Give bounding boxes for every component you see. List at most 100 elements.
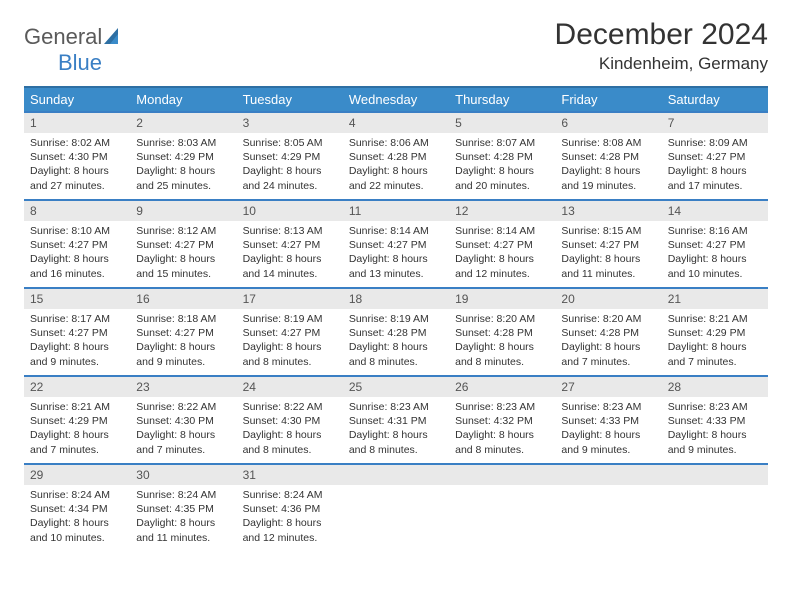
day-number: 7 <box>662 111 768 133</box>
calendar-cell: 20Sunrise: 8:20 AMSunset: 4:28 PMDayligh… <box>555 287 661 375</box>
daylight-line-1: Daylight: 8 hours <box>668 164 762 178</box>
sunset-line: Sunset: 4:30 PM <box>30 150 124 164</box>
calendar-cell: 9Sunrise: 8:12 AMSunset: 4:27 PMDaylight… <box>130 199 236 287</box>
daylight-line-1: Daylight: 8 hours <box>30 252 124 266</box>
daylight-line-2: and 20 minutes. <box>455 179 549 193</box>
calendar-cell: 13Sunrise: 8:15 AMSunset: 4:27 PMDayligh… <box>555 199 661 287</box>
sunrise-line: Sunrise: 8:18 AM <box>136 312 230 326</box>
day-number <box>343 463 449 485</box>
daylight-line-2: and 24 minutes. <box>243 179 337 193</box>
day-number: 31 <box>237 463 343 485</box>
calendar-row: 22Sunrise: 8:21 AMSunset: 4:29 PMDayligh… <box>24 375 768 463</box>
daylight-line-1: Daylight: 8 hours <box>668 252 762 266</box>
day-number: 27 <box>555 375 661 397</box>
calendar-cell: 3Sunrise: 8:05 AMSunset: 4:29 PMDaylight… <box>237 111 343 199</box>
day-header: Wednesday <box>343 87 449 111</box>
sunrise-line: Sunrise: 8:16 AM <box>668 224 762 238</box>
location: Kindenheim, Germany <box>555 54 768 74</box>
day-body <box>662 485 768 494</box>
sunrise-line: Sunrise: 8:19 AM <box>243 312 337 326</box>
day-number <box>555 463 661 485</box>
calendar-cell: 14Sunrise: 8:16 AMSunset: 4:27 PMDayligh… <box>662 199 768 287</box>
sunset-line: Sunset: 4:34 PM <box>30 502 124 516</box>
calendar-cell: 11Sunrise: 8:14 AMSunset: 4:27 PMDayligh… <box>343 199 449 287</box>
day-header: Monday <box>130 87 236 111</box>
day-body: Sunrise: 8:07 AMSunset: 4:28 PMDaylight:… <box>449 133 555 199</box>
sunrise-line: Sunrise: 8:12 AM <box>136 224 230 238</box>
daylight-line-2: and 25 minutes. <box>136 179 230 193</box>
sunrise-line: Sunrise: 8:23 AM <box>668 400 762 414</box>
calendar-cell: 10Sunrise: 8:13 AMSunset: 4:27 PMDayligh… <box>237 199 343 287</box>
calendar-cell: 2Sunrise: 8:03 AMSunset: 4:29 PMDaylight… <box>130 111 236 199</box>
logo-text: General Blue <box>24 24 124 76</box>
day-body <box>449 485 555 494</box>
daylight-line-1: Daylight: 8 hours <box>349 164 443 178</box>
day-body: Sunrise: 8:24 AMSunset: 4:34 PMDaylight:… <box>24 485 130 551</box>
daylight-line-1: Daylight: 8 hours <box>30 516 124 530</box>
daylight-line-2: and 8 minutes. <box>455 443 549 457</box>
daylight-line-2: and 8 minutes. <box>243 355 337 369</box>
sunset-line: Sunset: 4:28 PM <box>455 326 549 340</box>
sunrise-line: Sunrise: 8:19 AM <box>349 312 443 326</box>
daylight-line-2: and 9 minutes. <box>30 355 124 369</box>
day-body: Sunrise: 8:24 AMSunset: 4:36 PMDaylight:… <box>237 485 343 551</box>
daylight-line-1: Daylight: 8 hours <box>349 428 443 442</box>
sunset-line: Sunset: 4:27 PM <box>30 326 124 340</box>
daylight-line-1: Daylight: 8 hours <box>349 252 443 266</box>
daylight-line-2: and 8 minutes. <box>455 355 549 369</box>
sunrise-line: Sunrise: 8:22 AM <box>136 400 230 414</box>
day-header: Sunday <box>24 87 130 111</box>
calendar-cell: 19Sunrise: 8:20 AMSunset: 4:28 PMDayligh… <box>449 287 555 375</box>
day-body: Sunrise: 8:17 AMSunset: 4:27 PMDaylight:… <box>24 309 130 375</box>
day-number: 6 <box>555 111 661 133</box>
day-number: 8 <box>24 199 130 221</box>
day-body: Sunrise: 8:03 AMSunset: 4:29 PMDaylight:… <box>130 133 236 199</box>
calendar-cell: 25Sunrise: 8:23 AMSunset: 4:31 PMDayligh… <box>343 375 449 463</box>
calendar-body: 1Sunrise: 8:02 AMSunset: 4:30 PMDaylight… <box>24 111 768 551</box>
sunset-line: Sunset: 4:29 PM <box>136 150 230 164</box>
day-number: 11 <box>343 199 449 221</box>
day-number: 21 <box>662 287 768 309</box>
daylight-line-1: Daylight: 8 hours <box>30 340 124 354</box>
day-header: Saturday <box>662 87 768 111</box>
calendar-cell: 23Sunrise: 8:22 AMSunset: 4:30 PMDayligh… <box>130 375 236 463</box>
daylight-line-1: Daylight: 8 hours <box>668 340 762 354</box>
calendar-cell: 4Sunrise: 8:06 AMSunset: 4:28 PMDaylight… <box>343 111 449 199</box>
day-body: Sunrise: 8:13 AMSunset: 4:27 PMDaylight:… <box>237 221 343 287</box>
calendar-cell: 12Sunrise: 8:14 AMSunset: 4:27 PMDayligh… <box>449 199 555 287</box>
sunrise-line: Sunrise: 8:14 AM <box>349 224 443 238</box>
day-number: 4 <box>343 111 449 133</box>
daylight-line-2: and 19 minutes. <box>561 179 655 193</box>
day-body: Sunrise: 8:08 AMSunset: 4:28 PMDaylight:… <box>555 133 661 199</box>
sunrise-line: Sunrise: 8:24 AM <box>30 488 124 502</box>
sunrise-line: Sunrise: 8:15 AM <box>561 224 655 238</box>
day-body: Sunrise: 8:20 AMSunset: 4:28 PMDaylight:… <box>449 309 555 375</box>
day-body: Sunrise: 8:19 AMSunset: 4:28 PMDaylight:… <box>343 309 449 375</box>
sunset-line: Sunset: 4:30 PM <box>136 414 230 428</box>
calendar-cell: 16Sunrise: 8:18 AMSunset: 4:27 PMDayligh… <box>130 287 236 375</box>
daylight-line-2: and 11 minutes. <box>136 531 230 545</box>
calendar-cell: 27Sunrise: 8:23 AMSunset: 4:33 PMDayligh… <box>555 375 661 463</box>
sunset-line: Sunset: 4:28 PM <box>561 150 655 164</box>
daylight-line-2: and 7 minutes. <box>668 355 762 369</box>
daylight-line-2: and 17 minutes. <box>668 179 762 193</box>
daylight-line-1: Daylight: 8 hours <box>243 340 337 354</box>
sunset-line: Sunset: 4:30 PM <box>243 414 337 428</box>
day-number: 22 <box>24 375 130 397</box>
sunset-line: Sunset: 4:29 PM <box>668 326 762 340</box>
sunset-line: Sunset: 4:29 PM <box>30 414 124 428</box>
daylight-line-1: Daylight: 8 hours <box>561 340 655 354</box>
sunset-line: Sunset: 4:36 PM <box>243 502 337 516</box>
daylight-line-2: and 27 minutes. <box>30 179 124 193</box>
daylight-line-1: Daylight: 8 hours <box>561 428 655 442</box>
daylight-line-1: Daylight: 8 hours <box>561 164 655 178</box>
daylight-line-1: Daylight: 8 hours <box>455 164 549 178</box>
day-number <box>449 463 555 485</box>
day-body <box>555 485 661 494</box>
sunrise-line: Sunrise: 8:22 AM <box>243 400 337 414</box>
sunset-line: Sunset: 4:27 PM <box>668 150 762 164</box>
calendar-cell: 6Sunrise: 8:08 AMSunset: 4:28 PMDaylight… <box>555 111 661 199</box>
daylight-line-1: Daylight: 8 hours <box>30 428 124 442</box>
sunrise-line: Sunrise: 8:23 AM <box>349 400 443 414</box>
daylight-line-1: Daylight: 8 hours <box>243 164 337 178</box>
